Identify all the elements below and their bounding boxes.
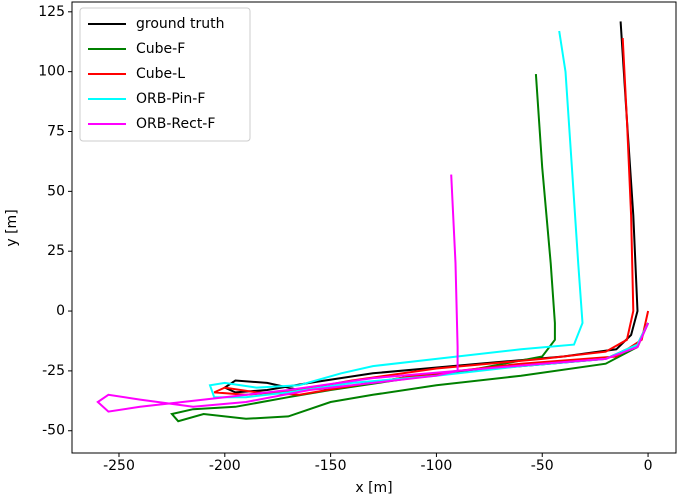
y-tick-label: 25 [47,243,65,259]
y-tick-label: 0 [56,303,65,319]
legend-box [79,7,251,142]
trajectory-line [96,174,650,413]
y-tick-label: 125 [38,4,65,20]
y-axis-label: y [m] [4,209,20,246]
legend-label: ground truth [136,16,224,32]
legend-label: ORB-Pin-F [136,91,205,107]
x-tick-label: 0 [644,458,653,474]
plot-frame [71,1,677,454]
y-tick-label: -25 [42,363,65,379]
y-tick-label: -50 [42,423,65,439]
trajectory-line [208,30,649,399]
y-tick-label: 100 [38,64,65,80]
trajectory-line [213,38,650,396]
y-tick-label: 75 [47,124,65,140]
y-tick-label: 50 [47,183,65,199]
legend-label: Cube-F [136,41,185,57]
x-tick-label: -50 [531,458,554,474]
x-tick-label: -200 [209,458,241,474]
x-axis-label: x [m] [355,480,392,496]
x-tick-label: -100 [421,458,453,474]
x-tick-label: -250 [103,458,135,474]
trajectory-line [222,21,649,394]
x-tick-label: -150 [315,458,347,474]
legend-label: Cube-L [136,66,185,82]
legend-label: ORB-Rect-F [136,116,215,132]
trajectory-line [170,74,650,423]
